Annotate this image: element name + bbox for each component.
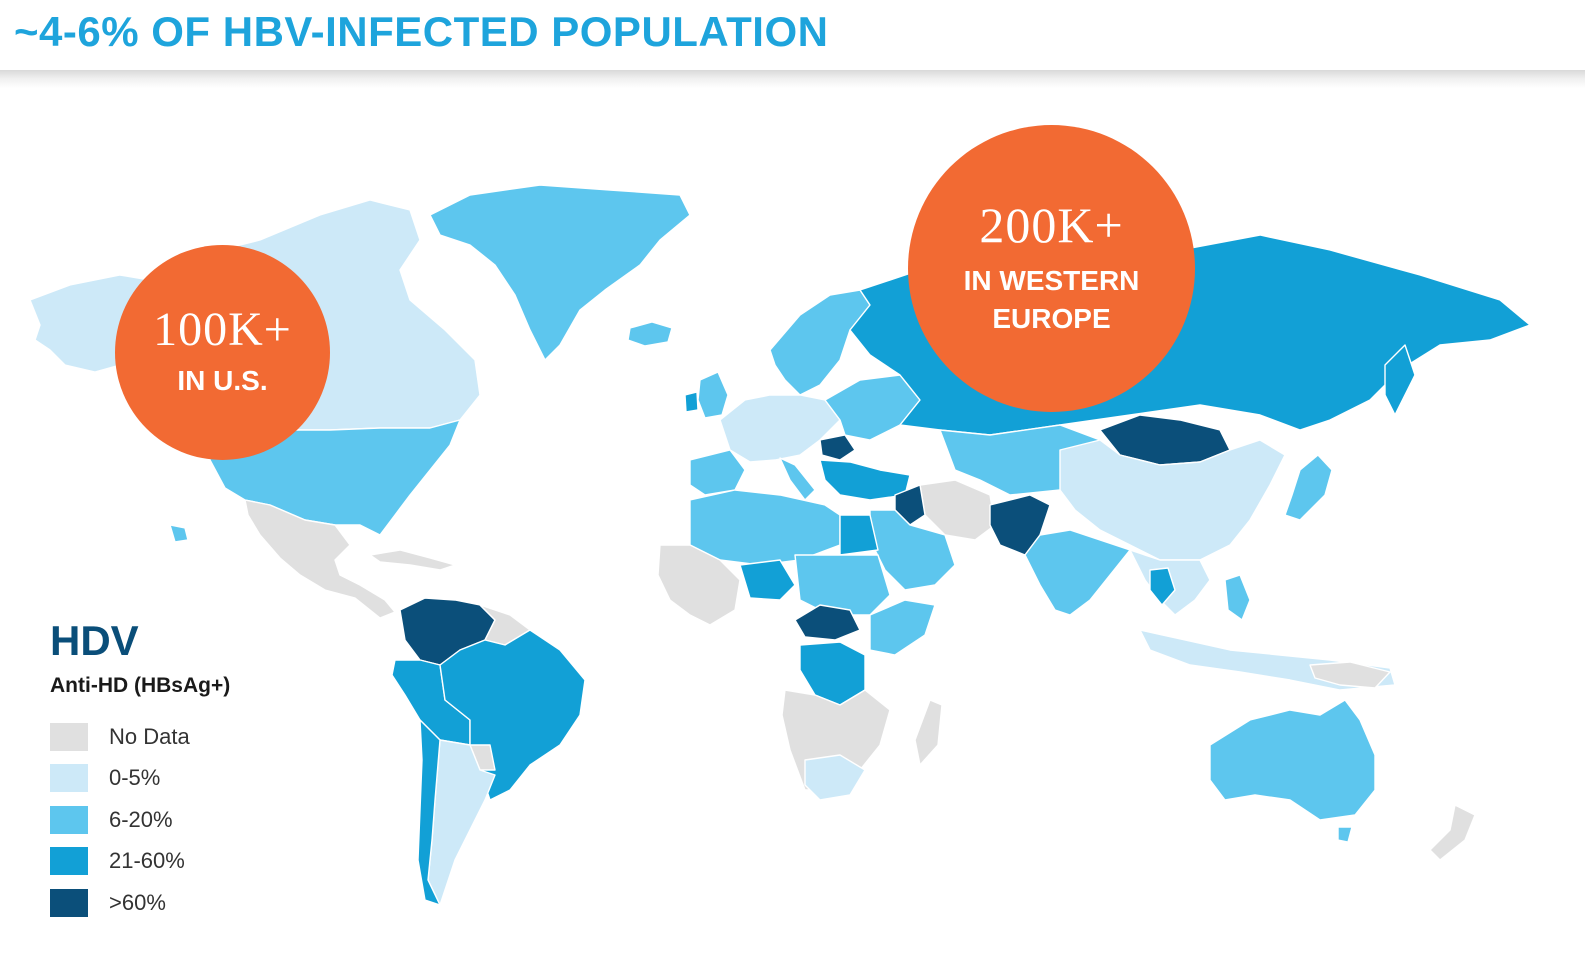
legend-title: HDV bbox=[50, 617, 139, 664]
callout-europe: 200K+ IN WESTERN EUROPE bbox=[908, 125, 1195, 412]
region-caribbean bbox=[369, 549, 456, 571]
callout-europe-value: 200K+ bbox=[979, 196, 1124, 253]
legend-label: 21-60% bbox=[109, 848, 185, 874]
region-far-east bbox=[1384, 344, 1416, 416]
map-legend: HDV Anti-HD (HBsAg+) No Data 0-5% 6-20% … bbox=[50, 620, 230, 924]
callout-europe-label-line2: EUROPE bbox=[992, 302, 1111, 334]
legend-swatch bbox=[50, 847, 88, 876]
region-iceland bbox=[627, 321, 673, 347]
callout-us: 100K+ IN U.S. bbox=[115, 245, 330, 460]
region-hawaii bbox=[169, 524, 189, 543]
region-japan bbox=[1284, 454, 1333, 521]
region-chile bbox=[417, 719, 441, 906]
region-italy bbox=[779, 457, 816, 501]
legend-swatch bbox=[50, 764, 88, 793]
title-divider bbox=[0, 70, 1585, 88]
region-eastern-europe bbox=[824, 374, 921, 441]
legend-item-over-60: >60% bbox=[50, 882, 230, 924]
region-central-african bbox=[794, 604, 861, 641]
callout-us-value: 100K+ bbox=[153, 302, 292, 356]
region-mexico bbox=[244, 499, 396, 619]
page-title: ~4-6% OF HBV-INFECTED POPULATION bbox=[14, 8, 829, 55]
region-iberia bbox=[689, 449, 746, 496]
legend-item-no-data: No Data bbox=[50, 716, 230, 758]
region-western-europe bbox=[719, 394, 841, 463]
region-niger bbox=[739, 559, 796, 601]
region-uk bbox=[697, 371, 729, 419]
legend-label: 0-5% bbox=[109, 765, 161, 791]
legend-item-6-20: 6-20% bbox=[50, 799, 230, 841]
legend-label: 6-20% bbox=[109, 806, 173, 832]
legend-swatch bbox=[50, 722, 88, 751]
region-madagascar bbox=[914, 699, 943, 766]
region-australia bbox=[1209, 699, 1376, 821]
callout-us-label: IN U.S. bbox=[177, 364, 268, 396]
legend-item-0-5: 0-5% bbox=[50, 758, 230, 800]
region-thailand bbox=[1149, 567, 1176, 606]
region-south-africa bbox=[804, 754, 866, 801]
region-west-africa bbox=[657, 544, 741, 626]
legend-item-21-60: 21-60% bbox=[50, 841, 230, 883]
legend-label: No Data bbox=[109, 723, 190, 749]
region-scandinavia bbox=[769, 289, 871, 396]
legend-label: >60% bbox=[109, 889, 166, 915]
region-ireland bbox=[684, 391, 699, 413]
region-tasmania bbox=[1337, 826, 1353, 843]
region-egypt bbox=[839, 514, 879, 556]
legend-subtitle: Anti-HD (HBsAg+) bbox=[50, 674, 231, 697]
region-china bbox=[1059, 439, 1286, 561]
region-new-guinea bbox=[1309, 661, 1391, 689]
legend-swatch bbox=[50, 888, 88, 917]
region-north-africa bbox=[689, 489, 841, 566]
region-romania bbox=[819, 434, 856, 461]
region-india bbox=[1024, 529, 1131, 616]
region-sudan bbox=[794, 554, 891, 616]
region-greenland bbox=[429, 184, 691, 361]
region-iran bbox=[919, 479, 996, 541]
region-usa bbox=[209, 419, 461, 536]
region-iraq bbox=[894, 484, 926, 526]
region-philippines bbox=[1224, 574, 1251, 621]
region-new-zealand bbox=[1429, 804, 1476, 861]
legend-swatch bbox=[50, 805, 88, 834]
region-east-africa bbox=[869, 599, 936, 656]
callout-europe-label-line1: IN WESTERN bbox=[963, 264, 1140, 296]
